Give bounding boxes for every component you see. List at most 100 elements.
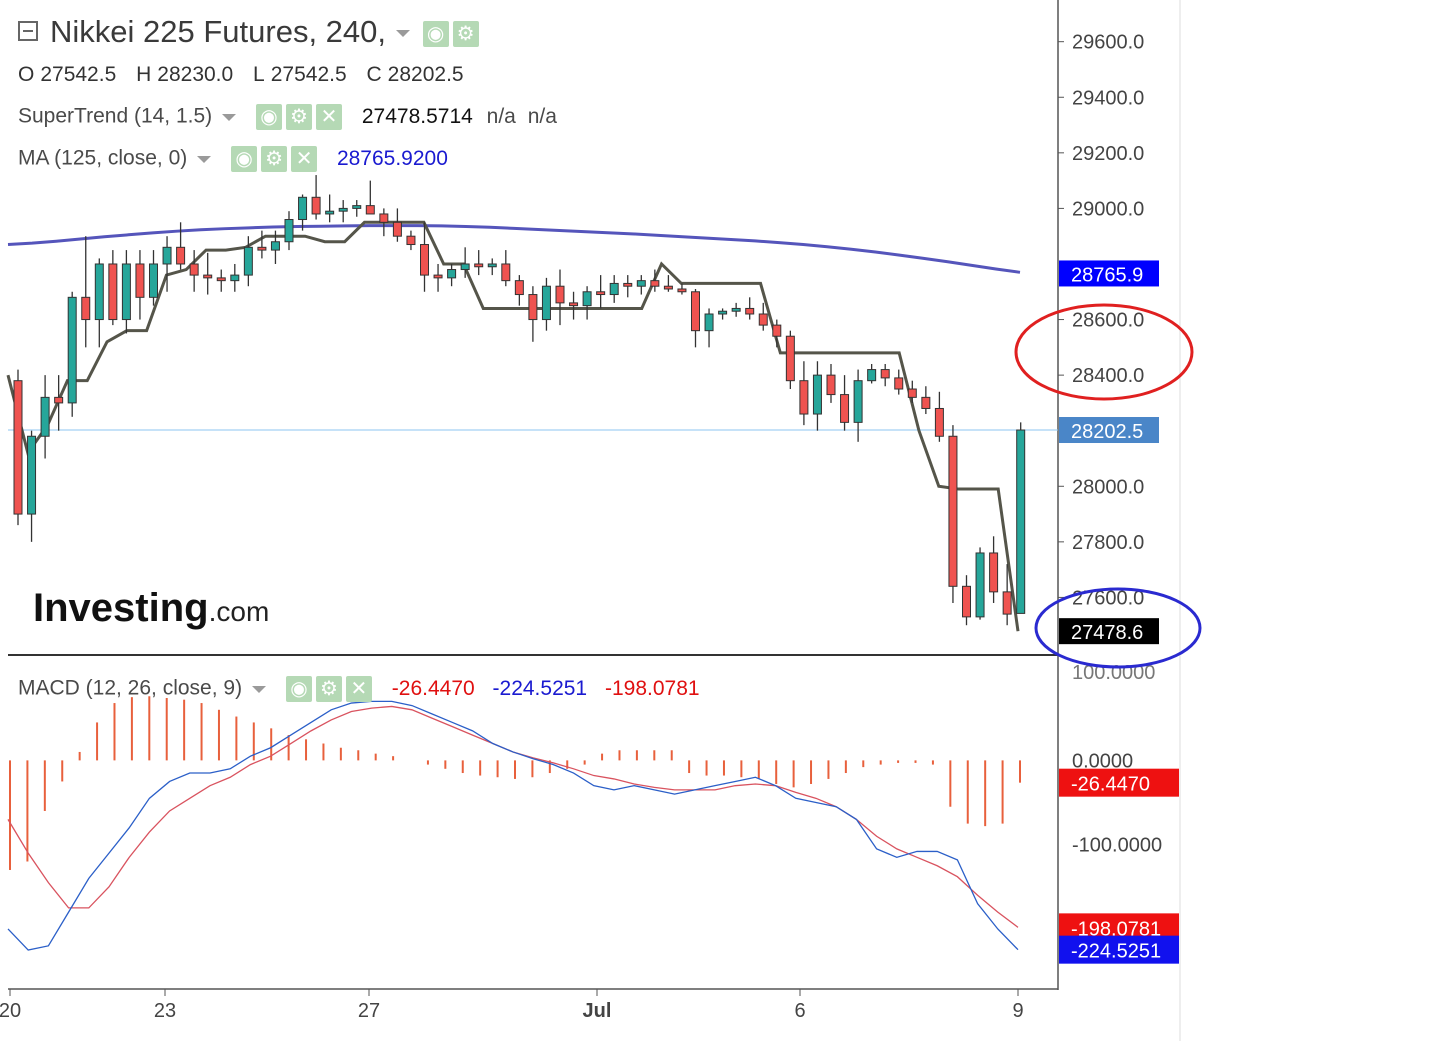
chevron-down-icon[interactable] bbox=[222, 113, 237, 121]
candle-body bbox=[785, 335, 795, 382]
time-tick-label: 27 bbox=[358, 1000, 380, 1022]
candle-body bbox=[94, 263, 104, 321]
gear-icon[interactable]: ⚙ bbox=[452, 20, 479, 47]
macd-signal-value: -198.0781 bbox=[604, 676, 700, 700]
candle-body bbox=[203, 274, 213, 279]
candle-body bbox=[13, 380, 23, 515]
ma-value: 28765.9200 bbox=[336, 146, 448, 170]
time-axis[interactable]: 20 23 27 Jul 6 9 bbox=[0, 989, 1024, 1022]
close-value: 28202.5 bbox=[387, 63, 464, 86]
candle-body bbox=[81, 296, 91, 321]
candle-body bbox=[284, 219, 294, 243]
price-tick-label: 29600.0 bbox=[1072, 32, 1144, 54]
price-tick-label: 29400.0 bbox=[1072, 87, 1144, 109]
candle-body bbox=[270, 241, 280, 251]
candle-body bbox=[989, 552, 999, 593]
supertrend-legend: SuperTrend (14, 1.5) ◉ ⚙ ✕ 27478.5714 n/a … bbox=[18, 104, 557, 130]
chart-title: Nikkei 225 Futures, 240, bbox=[50, 14, 387, 49]
macd-tag-label: -224.5251 bbox=[1071, 941, 1161, 963]
candle-body bbox=[379, 213, 389, 223]
candle-body bbox=[975, 552, 985, 618]
candle-body bbox=[582, 291, 592, 307]
chevron-down-icon[interactable] bbox=[396, 30, 411, 38]
candle-body bbox=[650, 280, 660, 287]
candle-body bbox=[433, 274, 443, 279]
close-icon[interactable]: ✕ bbox=[345, 676, 372, 702]
supertrend-na-2: n/a bbox=[527, 104, 557, 128]
candle-body bbox=[447, 269, 457, 279]
candle-body bbox=[745, 307, 755, 315]
blue-ellipse bbox=[1034, 587, 1202, 669]
macd-tag-bg bbox=[1059, 768, 1179, 797]
supertrend-na-1: n/a bbox=[486, 104, 516, 128]
collapse-icon[interactable] bbox=[18, 20, 38, 41]
logo-main: Investing bbox=[33, 586, 209, 630]
eye-icon[interactable]: ◉ bbox=[256, 104, 283, 130]
candle-body bbox=[555, 285, 565, 304]
candle-body bbox=[948, 435, 958, 587]
candle-body bbox=[338, 207, 348, 212]
price-tick-label: 27600.0 bbox=[1072, 587, 1144, 609]
macd-hist-value: -26.4470 bbox=[391, 676, 475, 700]
candle-body bbox=[67, 296, 77, 404]
time-tick-label: 23 bbox=[154, 1000, 176, 1022]
close-icon[interactable]: ✕ bbox=[291, 146, 318, 172]
gear-icon[interactable]: ⚙ bbox=[286, 104, 313, 130]
ma-line-path bbox=[7, 224, 1021, 274]
supertrend-label[interactable]: SuperTrend (14, 1.5) bbox=[18, 104, 213, 128]
macd-tag-bg bbox=[1059, 935, 1179, 964]
macd-tick-label: 0.0000 bbox=[1072, 750, 1133, 772]
gear-icon[interactable]: ⚙ bbox=[315, 676, 342, 702]
candle-body bbox=[609, 282, 619, 296]
high-value: 28230.0 bbox=[157, 63, 234, 86]
price-axis[interactable]: 29600.0 29400.0 29200.0 29000.0 28600.0 28400… bbox=[1058, 32, 1179, 964]
candle-body bbox=[311, 196, 321, 215]
high-key: H bbox=[136, 63, 152, 86]
price-tick-label: 28400.0 bbox=[1072, 365, 1144, 387]
candle-body bbox=[826, 374, 836, 396]
gear-icon[interactable]: ⚙ bbox=[261, 146, 288, 172]
chart-title-row: Nikkei 225 Futures, 240, ◉ ⚙ bbox=[18, 14, 479, 50]
red-ellipse bbox=[1014, 303, 1194, 401]
candle-body bbox=[474, 263, 484, 268]
ma-label[interactable]: MA (125, close, 0) bbox=[18, 146, 188, 170]
candle-body bbox=[907, 388, 917, 398]
candle-body bbox=[135, 263, 145, 298]
candle-body bbox=[691, 291, 700, 332]
close-icon[interactable]: ✕ bbox=[316, 104, 343, 130]
eye-icon[interactable]: ◉ bbox=[285, 676, 312, 702]
candlestick-series bbox=[13, 175, 1026, 626]
macd-line-value: -224.5251 bbox=[492, 676, 588, 700]
candle-body bbox=[420, 244, 429, 276]
chevron-down-icon[interactable] bbox=[252, 685, 267, 693]
candle-body bbox=[54, 396, 64, 404]
candle-body bbox=[487, 263, 497, 268]
chevron-down-icon[interactable] bbox=[197, 155, 212, 163]
candle-body bbox=[799, 380, 809, 415]
candle-body bbox=[867, 369, 877, 382]
candle-body bbox=[149, 263, 158, 298]
time-tick-label: 6 bbox=[794, 1000, 805, 1022]
macd-signal-line bbox=[7, 705, 1019, 928]
price-tick-label: 29000.0 bbox=[1072, 198, 1144, 220]
eye-icon[interactable]: ◉ bbox=[422, 20, 449, 47]
price-tag-label: 28765.9 bbox=[1071, 264, 1143, 286]
supertrend-line bbox=[6, 220, 1020, 632]
ohlc-row: O 27542.5 H 28230.0 L 27542.5 C 28202.5 bbox=[18, 63, 478, 87]
macd-label[interactable]: MACD (12, 26, close, 9) bbox=[18, 676, 243, 700]
eye-icon[interactable]: ◉ bbox=[231, 146, 258, 172]
candle-body bbox=[257, 246, 267, 251]
annotation-circles bbox=[1014, 303, 1202, 669]
candle-body bbox=[27, 435, 37, 515]
candle-body bbox=[934, 407, 944, 437]
candle-body bbox=[541, 285, 551, 321]
candle-body bbox=[528, 294, 538, 321]
candle-body bbox=[636, 280, 646, 287]
price-tick-label: 28600.0 bbox=[1072, 310, 1144, 332]
price-tag-bg bbox=[1059, 260, 1159, 287]
candle-body bbox=[569, 302, 579, 307]
investing-logo: Investing.com bbox=[33, 586, 269, 631]
macd-tag-label: -198.0781 bbox=[1071, 918, 1161, 940]
candle-body bbox=[189, 263, 199, 276]
